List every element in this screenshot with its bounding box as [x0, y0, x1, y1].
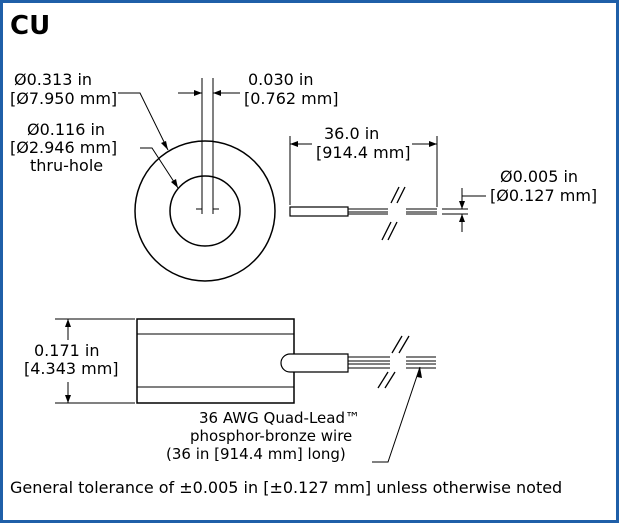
- lead-sleeve: [289, 206, 349, 217]
- wire-label-line1: 36 AWG Quad-Lead™: [199, 409, 360, 427]
- lead-spacing-label-mm: [0.762 mm]: [244, 89, 339, 108]
- lead-length-label-mm: [914.4 mm]: [316, 143, 411, 162]
- lead-length-label-in: 36.0 in: [324, 124, 379, 143]
- wire-label-line2: phosphor-bronze wire: [190, 427, 352, 445]
- wire-dia-label-in: Ø0.005 in: [500, 167, 578, 186]
- top-view: Ø0.313 in [Ø7.950 mm] Ø0.116 in [Ø2.946 …: [10, 70, 597, 282]
- arrowhead: [65, 395, 71, 403]
- break-mark: [398, 335, 410, 354]
- side-body: [136, 318, 295, 404]
- break-mark: [387, 221, 398, 241]
- od-label-in: Ø0.313 in: [14, 70, 92, 89]
- lead-spacing-label-in: 0.030 in: [248, 70, 313, 89]
- height-label-mm: [4.343 mm]: [24, 359, 119, 378]
- side-lead-sleeve: [280, 353, 349, 373]
- od-label-mm: [Ø7.950 mm]: [10, 89, 117, 108]
- side-view: 0.171 in [4.343 mm] 36 AWG Quad-Lead™ ph…: [24, 318, 436, 463]
- od-leader: [118, 92, 169, 151]
- arrowhead: [290, 141, 298, 147]
- arrowhead: [459, 201, 465, 209]
- arrowhead: [171, 179, 178, 188]
- break-mark: [391, 335, 403, 354]
- break-mark: [381, 221, 392, 241]
- arrowhead: [194, 90, 202, 96]
- break-mark: [377, 371, 389, 389]
- part-title: CU: [10, 11, 50, 41]
- arrowhead: [417, 367, 422, 378]
- wire-leader: [372, 366, 421, 463]
- break-mark: [396, 186, 406, 204]
- wire-dia-label-mm: [Ø0.127 mm]: [490, 186, 597, 205]
- arrowhead: [213, 90, 221, 96]
- break-mark: [390, 186, 400, 204]
- wire-label-line3: (36 in [914.4 mm] long): [166, 445, 346, 463]
- arrowhead: [429, 141, 437, 147]
- thru-hole-circle: [169, 175, 241, 247]
- break-mark: [384, 371, 396, 389]
- height-label-in: 0.171 in: [34, 341, 99, 360]
- arrowhead: [65, 319, 71, 327]
- hole-label-mm: [Ø2.946 mm]: [10, 138, 117, 157]
- hole-label-in: Ø0.116 in: [27, 120, 105, 139]
- tolerance-note: General tolerance of ±0.005 in [±0.127 m…: [10, 478, 562, 497]
- arrowhead: [459, 214, 465, 222]
- hole-label-note: thru-hole: [30, 156, 103, 175]
- outer-diameter-circle: [134, 140, 276, 282]
- hole-leader: [140, 147, 179, 189]
- arrowhead: [161, 141, 168, 150]
